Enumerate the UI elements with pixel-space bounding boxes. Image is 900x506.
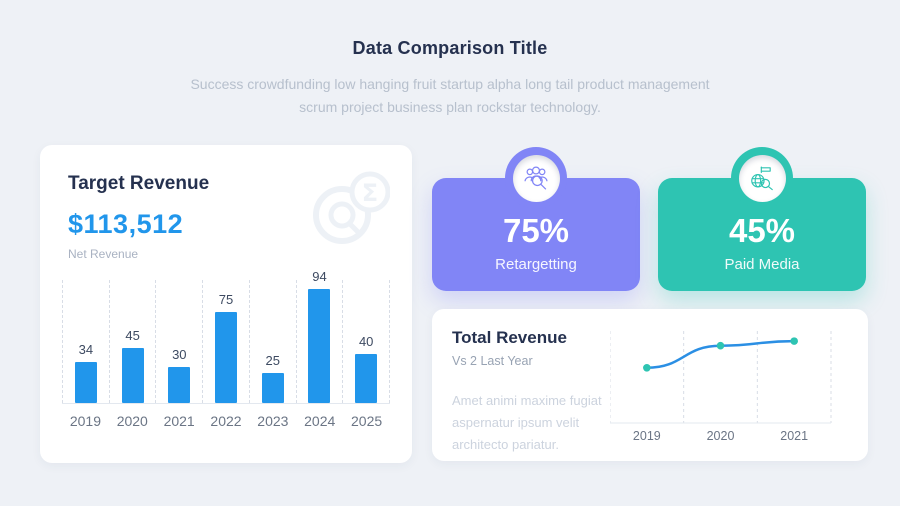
net-revenue-label: Net Revenue: [68, 247, 139, 261]
total-revenue-card: Total Revenue Vs 2 Last Year Amet animi …: [432, 309, 868, 461]
bar-chart-x-axis: 2019 2020 2021 2022 2023 2024 2025: [62, 404, 390, 429]
bar-column: 40: [342, 280, 391, 403]
target-revenue-card: Target Revenue $113,512 Net Revenue Σ 34…: [40, 145, 412, 463]
bar-value-label: 45: [125, 328, 140, 343]
bar-column: 30: [155, 280, 202, 403]
bar-column: 45: [108, 280, 156, 403]
bar: [308, 289, 331, 403]
total-revenue-description: Amet animi maxime fugiat aspernatur ipsu…: [452, 393, 602, 452]
bar-column: 25: [248, 280, 296, 403]
svg-text:Σ: Σ: [362, 179, 378, 207]
header: Data Comparison Title Success crowdfundi…: [0, 38, 900, 119]
line-x-label: 2020: [707, 429, 735, 443]
bar: [168, 367, 191, 403]
bar-value-label: 40: [358, 334, 374, 349]
target-revenue-title: Target Revenue: [68, 173, 210, 194]
total-revenue-subtitle: Vs 2 Last Year: [452, 354, 533, 368]
bar-value-label: 30: [172, 347, 187, 362]
paid-media-label: Paid Media: [724, 256, 800, 273]
bar-value-label: 94: [312, 269, 327, 284]
retargetting-stat-card: 75% Retargetting: [432, 147, 640, 291]
retargetting-label: Retargetting: [495, 256, 577, 273]
data-point-marker: [790, 337, 798, 345]
bar-x-label: 2020: [116, 413, 148, 429]
bar-chart-plot-area: 34 45 30 75 25 94 40: [62, 269, 391, 404]
sigma-analytics-icon: Σ: [310, 171, 391, 250]
stat-badge: [505, 147, 567, 209]
paid-media-stat-card: 45% Paid Media: [658, 147, 866, 291]
bar-x-label: 2024: [304, 413, 336, 429]
bar-column: 75: [202, 280, 249, 403]
bar-value-label: 25: [265, 353, 280, 368]
bar-value-label: 75: [218, 292, 234, 307]
bar: [355, 354, 378, 403]
audience-search-icon: [512, 154, 560, 202]
bar: [74, 362, 97, 403]
bar-x-label: 2025: [351, 413, 383, 429]
paid-media-value: 45%: [728, 212, 796, 249]
bar-x-label: 2021: [163, 413, 195, 429]
total-revenue-title: Total Revenue: [452, 328, 567, 347]
bar-value-label: 34: [78, 342, 94, 357]
data-point-marker: [643, 364, 651, 372]
bar: [215, 312, 238, 403]
globe-search-icon: [738, 154, 786, 202]
page-title: Data Comparison Title: [352, 38, 548, 58]
bar-x-label: 2022: [210, 413, 242, 429]
data-point-marker: [716, 341, 725, 350]
bar-column: 94: [295, 269, 343, 403]
bar: [121, 348, 144, 403]
bar: [261, 373, 284, 403]
bar-x-label: 2023: [257, 413, 289, 429]
retargetting-value: 75%: [502, 212, 570, 249]
page-subtitle: Success crowdfunding low hanging fruit s…: [190, 76, 710, 115]
target-revenue-bar-chart: 34 45 30 75 25 94 40 2019 2020 2021 2022 2023 2024 2…: [62, 269, 391, 429]
stat-badge: [731, 147, 793, 209]
total-revenue-line-chart: 2019 2020 2021: [610, 331, 832, 443]
line-x-label: 2019: [633, 429, 661, 443]
bar-column: 34: [62, 280, 109, 403]
bar-x-label: 2019: [69, 413, 101, 429]
net-revenue-amount: $113,512: [68, 209, 184, 239]
line-x-label: 2021: [780, 429, 808, 443]
